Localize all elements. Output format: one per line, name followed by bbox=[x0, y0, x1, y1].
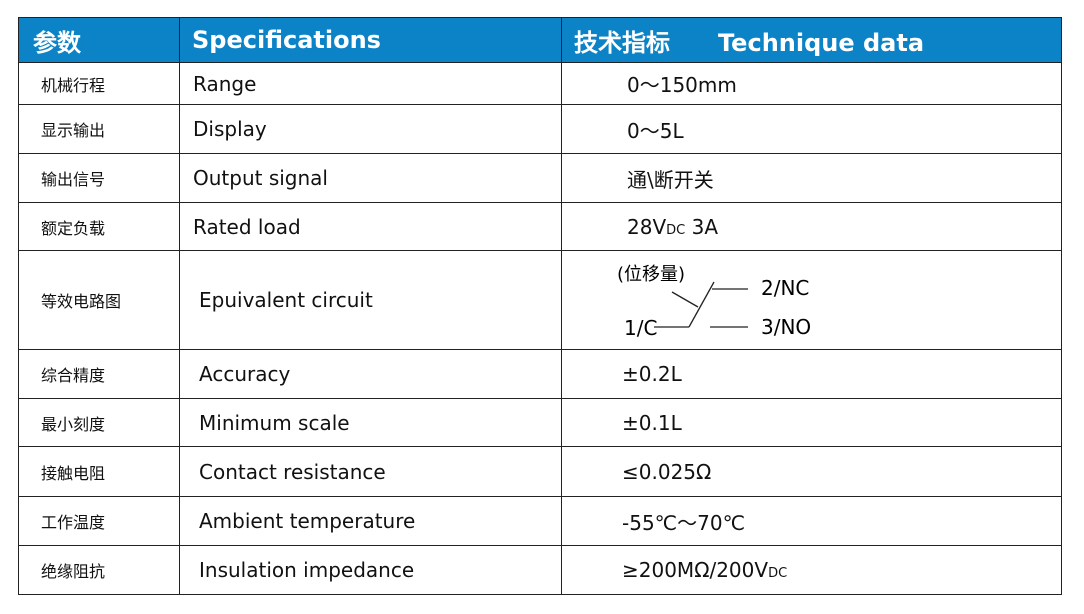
circuit-cell: (位移量) 1/C 2/NC 3/NO bbox=[561, 250, 1062, 350]
spec-table: 参数 Specifications 技术指标 Technique data 机械行… bbox=[18, 17, 1062, 595]
row-value: 28VDC 3A bbox=[627, 214, 718, 239]
row-value: 0～150mm bbox=[627, 73, 737, 97]
row-en: Contact resistance bbox=[199, 459, 386, 484]
table-row: 最小刻度 Minimum scale ±0.1L bbox=[18, 398, 1062, 447]
row-value: 通\断开关 bbox=[627, 167, 714, 192]
row-en: Rated load bbox=[193, 214, 301, 239]
row-en: Ambient temperature bbox=[199, 509, 416, 533]
header-specifications: Specifications bbox=[179, 17, 562, 63]
switch-lines bbox=[654, 281, 748, 328]
table-row: 综合精度 Accuracy ±0.2L bbox=[18, 349, 1062, 399]
row-cn: 额定负载 bbox=[41, 218, 106, 238]
row-cn: 接触电阻 bbox=[41, 463, 106, 483]
row-cn: 输出信号 bbox=[41, 170, 106, 189]
header-en: Technique data bbox=[718, 28, 925, 57]
row-value: 0～5L bbox=[627, 118, 684, 143]
row-cn: 工作温度 bbox=[41, 513, 106, 532]
row-value: ≤0.025Ω bbox=[622, 459, 712, 484]
equivalent-circuit-diagram: (位移量) 1/C 2/NC 3/NO bbox=[617, 264, 811, 340]
row-value: ±0.1L bbox=[622, 410, 682, 435]
table-header: 参数 Specifications 技术指标 Technique data bbox=[18, 17, 1062, 63]
row-cn: 机械行程 bbox=[41, 75, 106, 95]
row-en: Insulation impedance bbox=[199, 558, 415, 582]
row-cn: 显示输出 bbox=[41, 121, 106, 140]
table-row: 输出信号 Output signal 通\断开关 bbox=[18, 153, 1062, 203]
table-row: 工作温度 Ambient temperature -55℃～70℃ bbox=[18, 496, 1062, 546]
table-row: 绝缘阻抗 Insulation impedance ≥200MΩ/200VDC bbox=[18, 545, 1062, 595]
table-row: 机械行程 Range 0～150mm bbox=[18, 62, 1062, 105]
terminal-no: 3/NO bbox=[761, 315, 811, 339]
row-value: ≥200MΩ/200VDC bbox=[622, 558, 788, 582]
header-technique-data: 技术指标 Technique data bbox=[561, 17, 1062, 63]
displacement-label: (位移量) bbox=[617, 264, 685, 285]
table-row: 显示输出 Display 0～5L bbox=[18, 104, 1062, 154]
row-cn: 最小刻度 bbox=[41, 414, 106, 434]
terminal-common: 1/C bbox=[624, 316, 657, 340]
row-value: -55℃～70℃ bbox=[622, 510, 746, 535]
row-en: Output signal bbox=[193, 166, 328, 190]
terminal-nc: 2/NC bbox=[761, 276, 809, 300]
table-row: 额定负载 Rated load 28VDC 3A bbox=[18, 202, 1062, 251]
row-en: Range bbox=[193, 71, 257, 96]
row-en: Display bbox=[193, 117, 267, 141]
row-en: Epuivalent circuit bbox=[199, 288, 373, 312]
row-en: Accuracy bbox=[199, 362, 291, 386]
table-row: 等效电路图 Epuivalent circuit (位移量) 1/C 2/NC … bbox=[18, 250, 1062, 350]
row-en: Minimum scale bbox=[199, 410, 350, 435]
row-cn: 等效电路图 bbox=[41, 292, 122, 311]
row-cn: 综合精度 bbox=[41, 366, 106, 385]
row-value: ±0.2L bbox=[622, 362, 682, 386]
header-params: 参数 bbox=[18, 17, 180, 63]
row-cn: 绝缘阻抗 bbox=[41, 562, 106, 581]
header-cn: 技术指标 bbox=[574, 28, 670, 57]
table-row: 接触电阻 Contact resistance ≤0.025Ω bbox=[18, 446, 1062, 497]
